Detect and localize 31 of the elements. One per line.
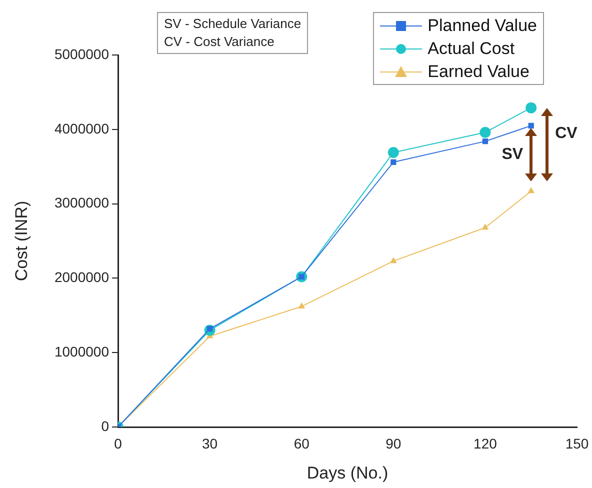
x-tick-label: 90	[386, 435, 402, 452]
x-tick-label: 0	[114, 435, 122, 452]
legend-label: Earned Value	[428, 61, 530, 83]
point	[298, 302, 306, 308]
point	[482, 138, 488, 144]
text: CV - Cost Variance	[164, 33, 276, 51]
y-tick-label: 0	[101, 418, 110, 434]
legend-label: Planned Value	[428, 15, 537, 37]
point	[480, 126, 491, 138]
y-tick-label: 2000000	[54, 269, 110, 286]
annotation: CV	[555, 124, 578, 142]
annotation: SV	[502, 146, 524, 163]
point	[388, 146, 399, 158]
y-tick-label: 5000000	[54, 46, 110, 62]
y-tick-label: 1000000	[54, 343, 110, 360]
x-tick-label: 120	[474, 435, 498, 452]
point	[528, 187, 535, 194]
x-tick-label: 150	[565, 435, 589, 452]
text: SV - Schedule Variance	[164, 15, 302, 33]
point	[526, 102, 537, 114]
x-axis-title: Days (No.)	[306, 463, 388, 482]
point	[482, 224, 489, 230]
x-tick-label: 30	[202, 435, 218, 452]
y-tick-label: 4000000	[54, 120, 110, 136]
legend-label: Actual Cost	[428, 38, 515, 60]
point	[390, 257, 397, 264]
y-tick-label: 3000000	[54, 194, 110, 211]
x-tick-label: 60	[294, 435, 310, 452]
point	[390, 159, 396, 165]
point	[528, 122, 534, 129]
y-axis-title: Cost (INR)	[12, 200, 31, 282]
